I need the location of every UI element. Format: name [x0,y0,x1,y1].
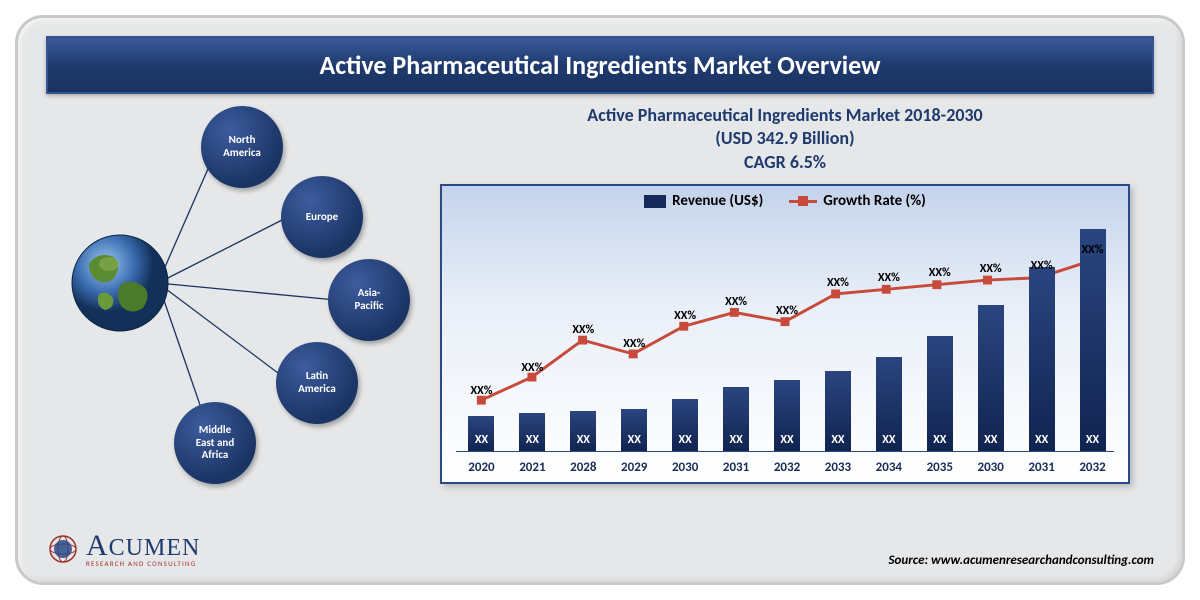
bar-value-label: XX [1080,433,1106,447]
region-node: Europe [281,176,363,258]
bar-value-label: XX [468,433,494,447]
legend-revenue-label: Revenue (US$) [672,192,763,210]
growth-label: XX% [521,361,543,375]
region-node: LatinAmerica [276,342,358,424]
bar-value-label: XX [570,433,596,447]
logo-main-text: ACUMEN [86,529,200,563]
revenue-bar: XX [519,413,545,451]
plot-area: XX2020XX%XX2021XX%XX2028XX%XX2029XX%XX20… [456,220,1114,452]
bar-value-label: XX [825,433,851,447]
bar-value-label: XX [774,433,800,447]
growth-label: XX% [878,271,900,285]
growth-label: XX% [776,304,798,318]
x-axis-label: 2021 [507,460,557,475]
bar-value-label: XX [927,433,953,447]
chart-title-line1: Active Pharmaceutical Ingredients Market… [587,104,982,127]
revenue-bar: XX [570,411,596,451]
legend-growth: Growth Rate (%) [789,192,926,210]
content-row: NorthAmericaEuropeAsia-PacificLatinAmeri… [46,104,1154,536]
bar-value-label: XX [672,433,698,447]
growth-label: XX% [470,384,492,398]
logo-text-block: ACUMEN RESEARCH AND CONSULTING [86,529,200,568]
revenue-bar: XX [1029,267,1055,451]
x-axis-label: 2028 [558,460,608,475]
revenue-bar: XX [978,305,1004,451]
revenue-bar: XX [774,380,800,451]
regions-panel: NorthAmericaEuropeAsia-PacificLatinAmeri… [46,104,416,536]
growth-label: XX% [674,309,696,323]
globe-icon [71,234,169,332]
main-title: Active Pharmaceutical Ingredients Market… [320,49,881,81]
growth-label: XX% [572,323,594,337]
revenue-bar: XX [468,416,494,451]
chart-title: Active Pharmaceutical Ingredients Market… [587,104,982,174]
logo-globe-icon [46,532,80,566]
revenue-bar: XX [723,387,749,451]
bar-value-label: XX [621,433,647,447]
growth-label: XX% [929,266,951,280]
x-axis-label: 2020 [456,460,506,475]
x-axis-label: 2034 [864,460,914,475]
chart-title-line3: CAGR 6.5% [587,151,982,174]
logo-sub-text: RESEARCH AND CONSULTING [86,559,200,568]
legend-swatch-bar [644,195,666,208]
growth-label: XX% [623,337,645,351]
infographic-frame: Active Pharmaceutical Ingredients Market… [15,15,1185,585]
x-axis-label: 2031 [711,460,761,475]
brand-logo: ACUMEN RESEARCH AND CONSULTING [46,529,200,568]
x-axis-label: 2032 [1068,460,1118,475]
bar-value-label: XX [723,433,749,447]
chart-legend: Revenue (US$) Growth Rate (%) [442,192,1128,210]
chart-title-line2: (USD 342.9 Billion) [587,127,982,150]
region-node: MiddleEast andAfrica [174,402,256,484]
region-node: Asia-Pacific [328,259,410,341]
x-axis-label: 2029 [609,460,659,475]
chart-box: Revenue (US$) Growth Rate (%) XX 2020 XX% X… [440,184,1130,484]
x-axis-label: 2031 [1017,460,1067,475]
footer: ACUMEN RESEARCH AND CONSULTING Source: w… [46,529,1154,568]
x-axis-label: 2032 [762,460,812,475]
bar-value-label: XX [876,433,902,447]
bar-value-label: XX [1029,433,1055,447]
bar-value-label: XX [519,433,545,447]
revenue-bar: XX [825,371,851,451]
growth-label: XX% [980,262,1002,276]
growth-label: XX% [725,295,747,309]
growth-label: XX% [827,276,849,290]
x-axis-label: 2030 [966,460,1016,475]
revenue-bar: XX [672,399,698,451]
legend-growth-label: Growth Rate (%) [823,192,926,210]
source-citation: Source: www.acumenresearchandconsulting.… [888,553,1154,568]
revenue-bar: XX [876,357,902,451]
x-axis-label: 2035 [915,460,965,475]
revenue-bar: XX [621,409,647,451]
revenue-bar: XX [927,336,953,452]
legend-revenue: Revenue (US$) [644,192,763,210]
legend-swatch-line [789,200,817,203]
revenue-bar: XX [1080,229,1106,451]
title-bar: Active Pharmaceutical Ingredients Market… [46,36,1154,94]
growth-label: XX% [1031,259,1053,273]
growth-label: XX% [1082,243,1104,257]
x-axis-label: 2030 [660,460,710,475]
region-node: NorthAmerica [201,106,283,188]
chart-panel: Active Pharmaceutical Ingredients Market… [416,104,1154,536]
bar-value-label: XX [978,433,1004,447]
x-axis-label: 2033 [813,460,863,475]
